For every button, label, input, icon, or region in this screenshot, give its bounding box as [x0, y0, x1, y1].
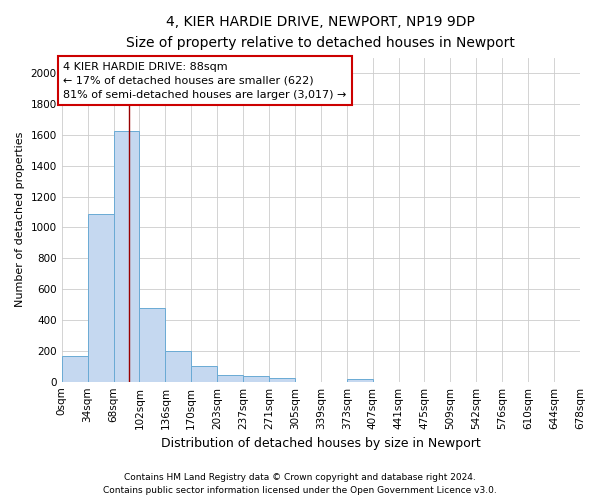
Title: 4, KIER HARDIE DRIVE, NEWPORT, NP19 9DP
Size of property relative to detached ho: 4, KIER HARDIE DRIVE, NEWPORT, NP19 9DP …	[127, 15, 515, 50]
Bar	[62, 356, 88, 382]
Bar	[166, 351, 191, 382]
Bar	[139, 308, 166, 382]
Bar	[243, 376, 269, 382]
Bar	[217, 374, 243, 382]
Bar	[88, 214, 113, 382]
Bar	[113, 131, 139, 382]
X-axis label: Distribution of detached houses by size in Newport: Distribution of detached houses by size …	[161, 437, 481, 450]
Bar	[347, 378, 373, 382]
Text: 4 KIER HARDIE DRIVE: 88sqm
← 17% of detached houses are smaller (622)
81% of sem: 4 KIER HARDIE DRIVE: 88sqm ← 17% of deta…	[63, 62, 347, 100]
Bar	[191, 366, 217, 382]
Text: Contains HM Land Registry data © Crown copyright and database right 2024.
Contai: Contains HM Land Registry data © Crown c…	[103, 474, 497, 495]
Bar	[269, 378, 295, 382]
Y-axis label: Number of detached properties: Number of detached properties	[15, 132, 25, 308]
